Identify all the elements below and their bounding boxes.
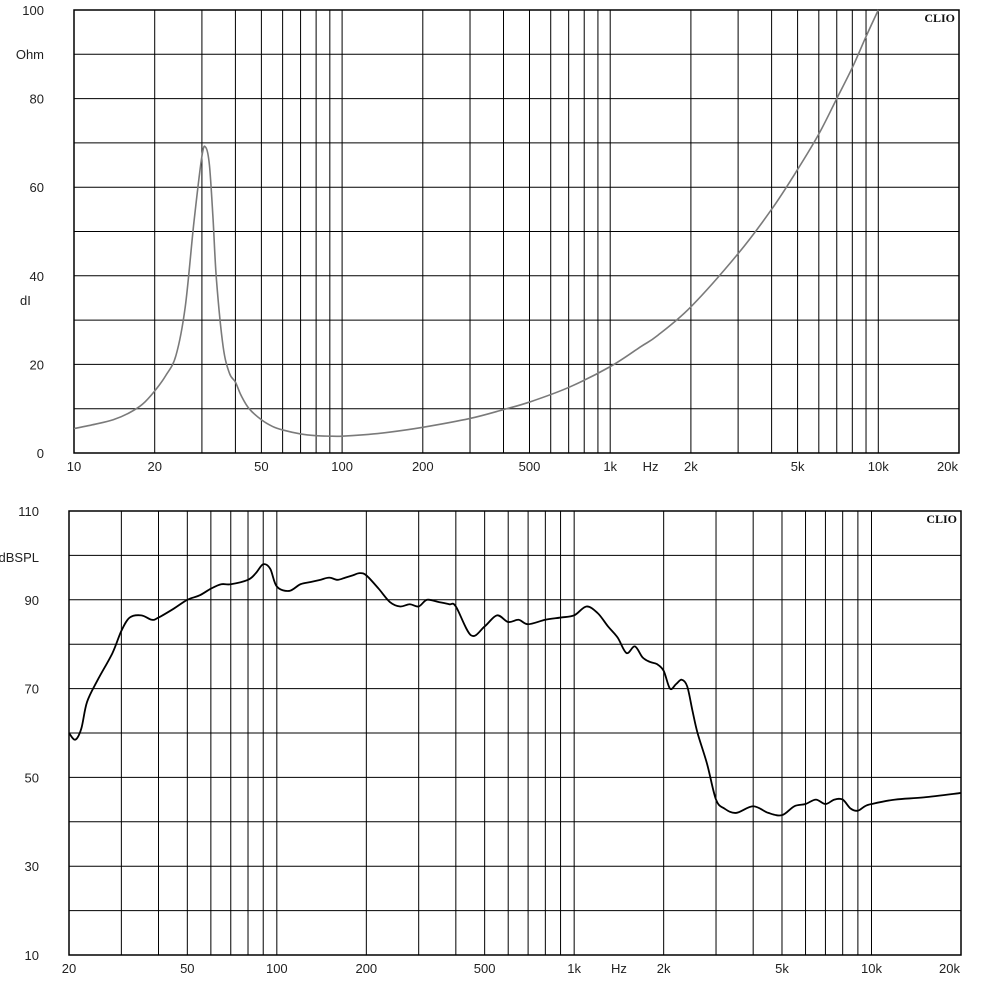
clio-logo: CLIO bbox=[924, 11, 955, 25]
y-tick-label: 110 bbox=[18, 504, 39, 519]
x-tick-label: 1k bbox=[567, 961, 581, 976]
x-tick-label: 20k bbox=[937, 459, 958, 474]
x-unit-label: Hz bbox=[643, 459, 659, 474]
y-tick-label: 100 bbox=[22, 3, 44, 18]
x-tick-label: 50 bbox=[180, 961, 194, 976]
x-tick-label: 10k bbox=[868, 459, 889, 474]
y-tick-label: 10 bbox=[25, 948, 39, 963]
y-side-label: dI bbox=[20, 293, 31, 308]
y-unit-label: Ohm bbox=[16, 47, 44, 62]
brand-backdrop bbox=[918, 512, 960, 525]
clio-logo: CLIO bbox=[926, 512, 957, 526]
x-tick-label: 20k bbox=[939, 961, 960, 976]
x-tick-label: 1k bbox=[603, 459, 617, 474]
x-tick-label: 2k bbox=[684, 459, 698, 474]
x-tick-label: 5k bbox=[775, 961, 789, 976]
x-tick-label: 200 bbox=[355, 961, 377, 976]
brand-backdrop bbox=[916, 11, 958, 24]
x-tick-label: 200 bbox=[412, 459, 434, 474]
x-tick-label: 10k bbox=[861, 961, 882, 976]
y-tick-label: 0 bbox=[37, 446, 44, 461]
impedance-curve bbox=[73, 9, 880, 438]
x-tick-label: 20 bbox=[62, 961, 76, 976]
spl-curve bbox=[68, 563, 962, 817]
y-tick-label: 80 bbox=[30, 92, 44, 107]
x-unit-label: Hz bbox=[611, 961, 627, 976]
x-tick-label: 500 bbox=[519, 459, 541, 474]
y-tick-label: 90 bbox=[25, 593, 39, 608]
x-tick-label: 500 bbox=[474, 961, 496, 976]
spl-chart: 10 30 50 70 90 110 20 50 100 200 500 1k 2k 5k 10k 20k dB… bbox=[0, 504, 962, 976]
x-tick-label: 100 bbox=[266, 961, 288, 976]
y-tick-label: 30 bbox=[25, 859, 39, 874]
x-tick-label: 50 bbox=[254, 459, 268, 474]
y-tick-label: 20 bbox=[30, 357, 44, 372]
impedance-chart: 0 20 40 60 80 100 10 20 50 100 200 500 1k 2k 5k 10k 20k O… bbox=[16, 3, 960, 474]
x-tick-label: 20 bbox=[147, 459, 161, 474]
y-tick-label: 60 bbox=[30, 180, 44, 195]
plot-frame bbox=[73, 9, 960, 454]
y-unit-label: dBSPL bbox=[0, 550, 39, 565]
x-tick-label: 100 bbox=[331, 459, 353, 474]
y-tick-label: 50 bbox=[25, 770, 39, 785]
x-tick-label: 5k bbox=[791, 459, 805, 474]
x-tick-label: 2k bbox=[657, 961, 671, 976]
x-tick-label: 10 bbox=[67, 459, 81, 474]
y-tick-label: 40 bbox=[30, 269, 44, 284]
y-tick-label: 70 bbox=[25, 682, 39, 697]
